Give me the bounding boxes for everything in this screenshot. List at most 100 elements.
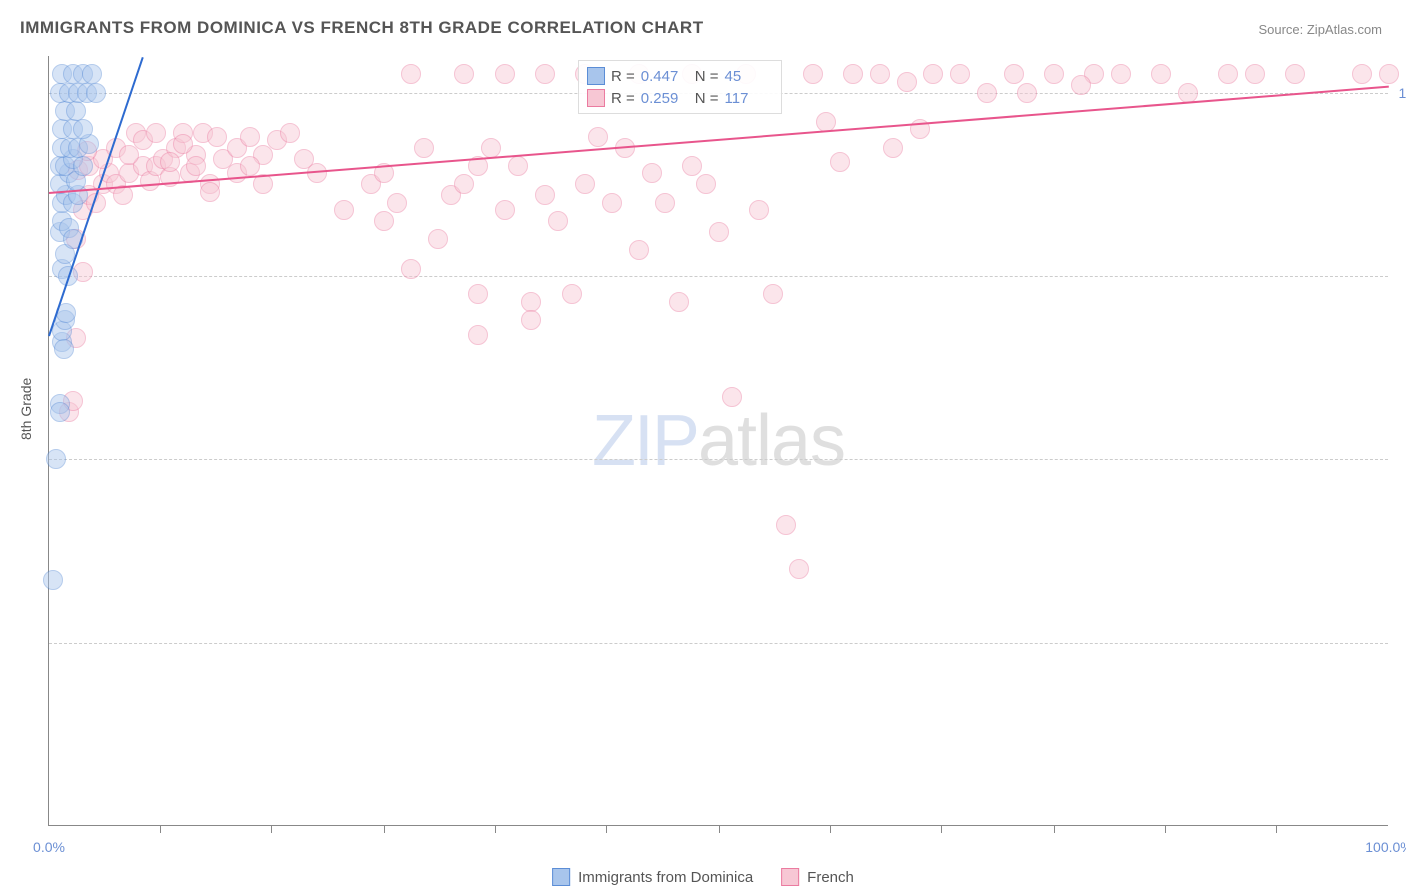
scatter-point <box>830 152 850 172</box>
scatter-point <box>1178 83 1198 103</box>
scatter-point <box>1017 83 1037 103</box>
x-tick-label: 100.0% <box>1365 839 1406 855</box>
scatter-point <box>82 64 102 84</box>
scatter-point <box>722 387 742 407</box>
stat-n-label: N = <box>695 90 719 107</box>
x-tick <box>160 825 161 833</box>
scatter-point <box>43 570 63 590</box>
gridline <box>49 459 1388 460</box>
scatter-point <box>387 193 407 213</box>
scatter-point <box>495 200 515 220</box>
scatter-point <box>334 200 354 220</box>
legend-swatch <box>781 868 799 886</box>
scatter-point <box>401 259 421 279</box>
scatter-point <box>870 64 890 84</box>
scatter-point <box>481 138 501 158</box>
y-tick-label: 85.0% <box>1396 635 1406 651</box>
x-tick <box>1165 825 1166 833</box>
scatter-point <box>843 64 863 84</box>
x-tick <box>1054 825 1055 833</box>
scatter-point <box>468 284 488 304</box>
x-tick <box>606 825 607 833</box>
scatter-point <box>401 64 421 84</box>
scatter-point <box>1352 64 1372 84</box>
scatter-point <box>682 156 702 176</box>
scatter-point <box>468 325 488 345</box>
stats-legend-box: R = 0.447 N = 45 R = 0.259 N = 117 <box>578 60 782 114</box>
legend-item: French <box>781 868 854 886</box>
scatter-point <box>669 292 689 312</box>
y-tick-label: 95.0% <box>1396 268 1406 284</box>
scatter-point <box>73 156 93 176</box>
scatter-point <box>977 83 997 103</box>
stat-n-value: 45 <box>725 68 773 85</box>
scatter-point <box>562 284 582 304</box>
scatter-point <box>186 156 206 176</box>
scatter-point <box>602 193 622 213</box>
stats-row: R = 0.447 N = 45 <box>587 65 773 87</box>
scatter-point <box>803 64 823 84</box>
stat-n-value: 117 <box>725 90 773 107</box>
scatter-point <box>535 64 555 84</box>
stat-r-value: 0.259 <box>641 90 689 107</box>
scatter-point <box>897 72 917 92</box>
scatter-point <box>521 310 541 330</box>
scatter-point <box>883 138 903 158</box>
scatter-point <box>54 339 74 359</box>
x-tick <box>830 825 831 833</box>
legend-label: French <box>807 869 854 886</box>
scatter-point <box>950 64 970 84</box>
scatter-point <box>307 163 327 183</box>
scatter-point <box>1218 64 1238 84</box>
scatter-point <box>86 83 106 103</box>
scatter-point <box>655 193 675 213</box>
watermark-atlas: atlas <box>698 401 845 481</box>
scatter-point <box>763 284 783 304</box>
scatter-point <box>73 119 93 139</box>
scatter-point <box>588 127 608 147</box>
scatter-point <box>923 64 943 84</box>
scatter-point <box>146 123 166 143</box>
stat-r-label: R = <box>611 68 635 85</box>
scatter-point <box>521 292 541 312</box>
scatter-point <box>535 185 555 205</box>
scatter-point <box>454 174 474 194</box>
gridline <box>49 643 1388 644</box>
scatter-point <box>428 229 448 249</box>
scatter-point <box>1044 64 1064 84</box>
scatter-point <box>66 101 86 121</box>
x-tick <box>271 825 272 833</box>
scatter-point <box>1151 64 1171 84</box>
x-tick <box>495 825 496 833</box>
x-tick <box>941 825 942 833</box>
scatter-point <box>749 200 769 220</box>
scatter-point <box>207 127 227 147</box>
scatter-point <box>1245 64 1265 84</box>
scatter-point <box>454 64 474 84</box>
scatter-point <box>50 402 70 422</box>
scatter-point <box>789 559 809 579</box>
scatter-point <box>46 449 66 469</box>
scatter-point <box>642 163 662 183</box>
chart-title: IMMIGRANTS FROM DOMINICA VS FRENCH 8TH G… <box>20 18 704 38</box>
y-tick-label: 100.0% <box>1396 85 1406 101</box>
scatter-point <box>575 174 595 194</box>
x-tick <box>719 825 720 833</box>
y-axis-label: 8th Grade <box>18 378 34 440</box>
scatter-point <box>776 515 796 535</box>
watermark-zip: ZIP <box>592 401 698 481</box>
stat-r-value: 0.447 <box>641 68 689 85</box>
scatter-point <box>495 64 515 84</box>
scatter-point <box>173 134 193 154</box>
stat-n-label: N = <box>695 68 719 85</box>
scatter-point <box>709 222 729 242</box>
y-tick-label: 90.0% <box>1396 451 1406 467</box>
stats-row: R = 0.259 N = 117 <box>587 87 773 109</box>
source-label: Source: ZipAtlas.com <box>1258 22 1382 37</box>
scatter-point <box>508 156 528 176</box>
legend-swatch <box>552 868 570 886</box>
bottom-legend: Immigrants from DominicaFrench <box>552 868 854 886</box>
stat-r-label: R = <box>611 90 635 107</box>
scatter-point <box>240 156 260 176</box>
x-tick <box>384 825 385 833</box>
